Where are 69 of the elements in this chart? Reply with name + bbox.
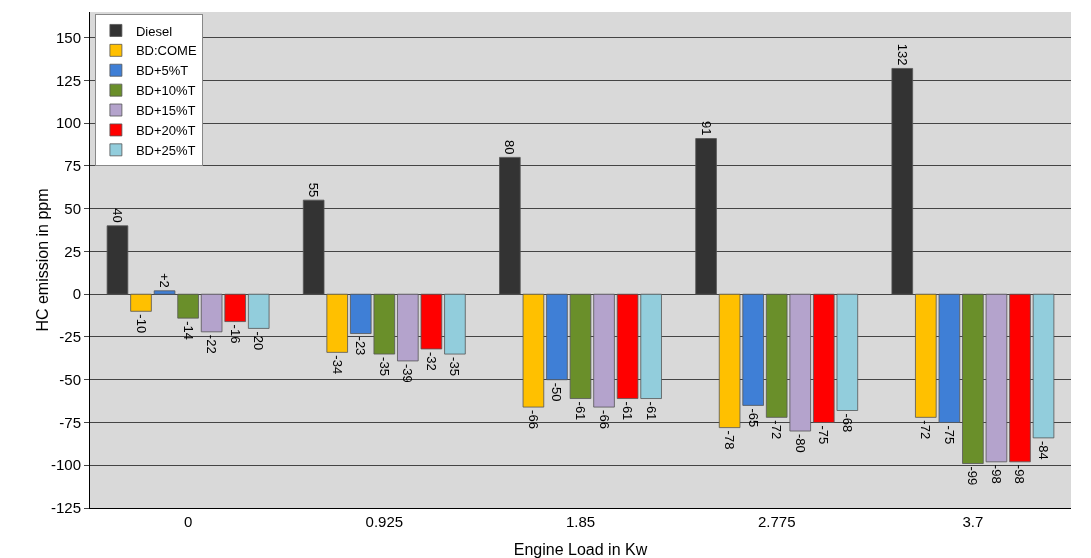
y-tick-label: 25 <box>64 242 81 260</box>
bar <box>891 68 914 295</box>
y-tick-label: 100 <box>55 114 81 132</box>
data-label: -22 <box>204 334 220 354</box>
bar <box>1032 293 1055 439</box>
data-label: -32 <box>423 351 439 371</box>
data-label: -98 <box>1012 464 1028 484</box>
data-label: 80 <box>502 139 518 155</box>
data-label: -50 <box>549 382 565 402</box>
y-tick-label: -75 <box>59 413 81 431</box>
x-tick-label: 0.925 <box>365 513 404 530</box>
legend-label: BD+20%T <box>135 123 196 138</box>
data-label: 91 <box>698 121 714 136</box>
data-label: -10 <box>133 314 149 334</box>
y-tick-label: 150 <box>55 28 81 46</box>
y-tick-label: 125 <box>55 71 81 89</box>
data-label: -23 <box>353 336 369 356</box>
y-tick-label: -125 <box>50 499 81 517</box>
y-tick-label: -100 <box>50 456 81 474</box>
data-label: -61 <box>620 401 636 421</box>
y-axis-title: HC emission in ppm <box>34 188 51 332</box>
y-tick-label: 75 <box>64 157 81 175</box>
bar <box>247 293 270 329</box>
data-label: -75 <box>816 425 832 445</box>
y-tick-label: -50 <box>59 370 81 388</box>
x-axis-title: Engine Load in Kw <box>513 541 648 558</box>
bar <box>130 293 152 312</box>
data-label: -66 <box>525 410 541 429</box>
x-tick-label: 3.7 <box>962 513 984 530</box>
y-tick-label: -25 <box>59 328 81 346</box>
legend-label: BD+15%T <box>135 103 196 119</box>
data-label: -61 <box>573 401 588 421</box>
data-label: -16 <box>227 324 243 344</box>
data-label: -65 <box>745 408 761 428</box>
data-label: -39 <box>400 363 416 383</box>
bar <box>106 225 129 295</box>
data-label: -68 <box>839 413 855 433</box>
bar <box>1009 293 1031 463</box>
data-label: -34 <box>329 355 345 375</box>
legend-label: BD:COME <box>135 43 197 59</box>
x-tick-label: 2.775 <box>757 513 796 530</box>
bar <box>444 293 466 355</box>
data-label: -20 <box>251 331 267 351</box>
data-label: -35 <box>447 357 463 376</box>
data-label: -66 <box>596 410 612 429</box>
data-label: +2 <box>157 272 173 288</box>
y-tick-label: 0 <box>72 285 81 303</box>
data-label: -75 <box>941 425 957 445</box>
data-label: 132 <box>894 43 910 66</box>
data-label: 55 <box>306 182 322 198</box>
legend-label: BD+25%T <box>135 142 196 158</box>
data-label: -61 <box>643 401 659 421</box>
x-tick-label: 0 <box>183 513 193 530</box>
data-label: -35 <box>376 357 392 376</box>
bar <box>695 138 717 295</box>
data-label: -99 <box>965 466 981 486</box>
legend-label: Diesel <box>135 23 173 39</box>
data-label: -98 <box>988 464 1004 484</box>
data-label: -72 <box>769 420 785 440</box>
x-tick-label: 1.85 <box>565 513 596 530</box>
data-label: 40 <box>109 208 125 223</box>
data-label: -80 <box>792 434 808 453</box>
y-tick-label: 50 <box>64 199 81 217</box>
data-label: -14 <box>180 321 196 340</box>
data-label: -84 <box>1036 440 1052 460</box>
data-label: -78 <box>722 430 738 450</box>
legend-label: BD+5%T <box>135 63 189 79</box>
data-label: -72 <box>918 420 934 440</box>
legend-label: BD+10%T <box>135 83 196 99</box>
